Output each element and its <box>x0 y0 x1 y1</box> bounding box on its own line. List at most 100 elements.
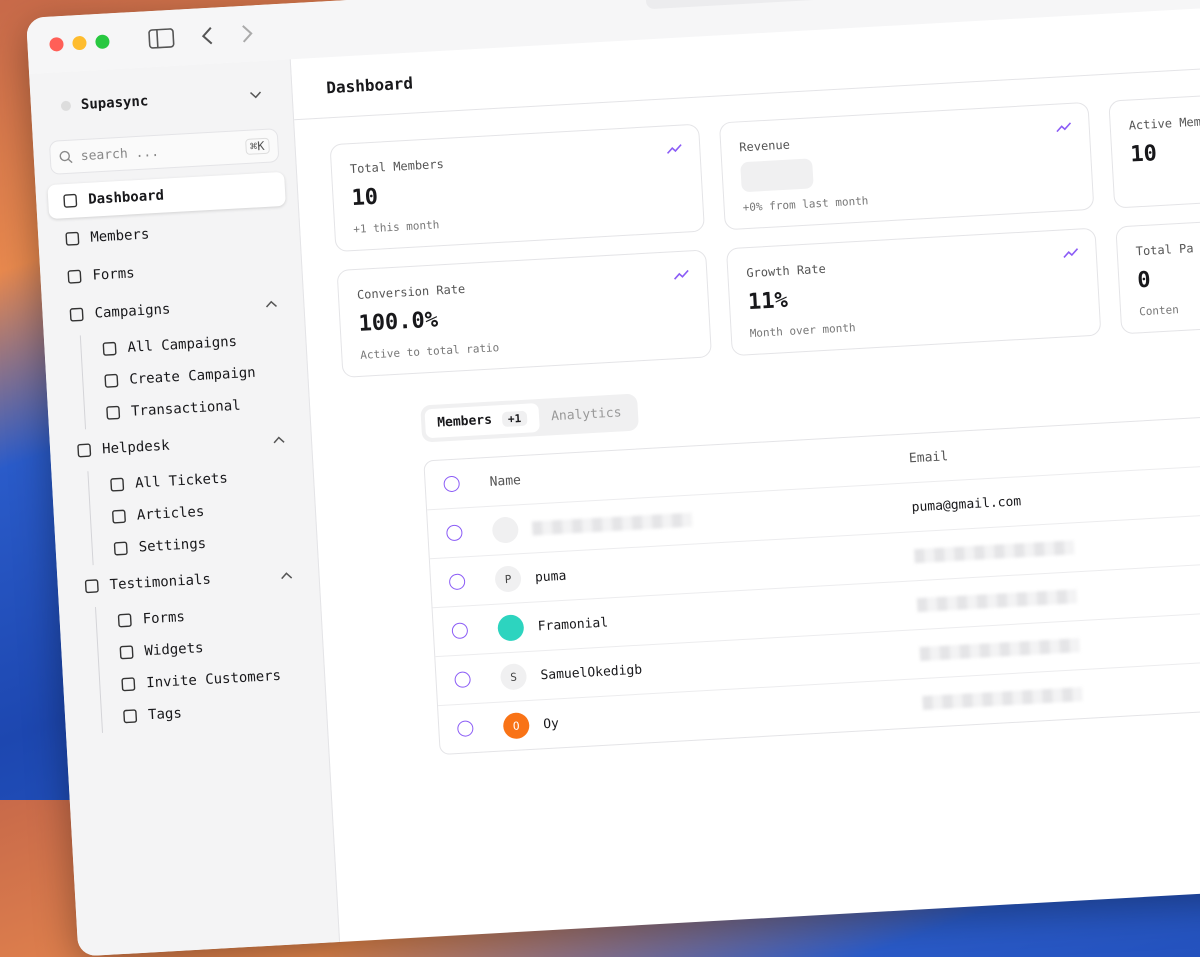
sub-icon <box>123 709 138 724</box>
row-checkbox[interactable] <box>448 573 466 591</box>
logo <box>60 100 72 112</box>
sub-menu: Forms Widgets Invite Customers Tags <box>94 595 315 733</box>
tab-badge: +1 <box>501 410 528 428</box>
nav-group: Helpdesk All Tickets Articles Settings <box>61 421 306 566</box>
main: Dashboard Total Members 10 +1 this month Re… <box>290 0 1200 942</box>
browser-window: Supasync search ... ⌘K Dashboard Members F… <box>26 0 1200 957</box>
redacted <box>922 687 1083 711</box>
sub-label: Transactional <box>130 397 241 420</box>
sub-item[interactable]: All Campaigns <box>91 324 294 365</box>
sub-icon <box>110 477 125 492</box>
sub-icon <box>102 341 117 356</box>
nav-label: Forms <box>92 265 136 284</box>
avatar <box>497 614 525 642</box>
sub-item[interactable]: All Tickets <box>98 459 301 500</box>
chevron <box>281 572 293 580</box>
nav-item[interactable]: Forms <box>52 248 291 295</box>
stat-card: Total Members 10 +1 this month <box>329 123 705 253</box>
minimize-button[interactable] <box>72 35 87 51</box>
tab-label: Members <box>436 412 493 431</box>
sidebar-toggle[interactable] <box>148 28 175 49</box>
sub-label: Tags <box>147 705 183 724</box>
stat-card: Growth Rate 11% Month over month <box>725 227 1102 357</box>
sub-label: Settings <box>138 535 207 556</box>
sub-icon <box>104 373 119 388</box>
nav-item[interactable]: Members <box>49 210 288 257</box>
nav-group: Campaigns All Campaigns Create Campaign Tra… <box>54 286 298 431</box>
avatar <box>491 516 520 544</box>
tab[interactable]: Analytics <box>538 398 634 432</box>
stat-value: 100.0% <box>357 307 439 337</box>
sub-label: Invite Customers <box>145 667 282 692</box>
stat-label: Active Members <box>1128 112 1200 133</box>
sub-label: Widgets <box>144 640 204 660</box>
stat-note: Month over month <box>749 321 856 341</box>
chevron <box>273 436 285 444</box>
avatar: O <box>502 712 530 740</box>
group-header[interactable]: Testimonials <box>69 557 308 604</box>
sub-label: Forms <box>142 609 186 628</box>
sub-item[interactable]: Settings <box>102 523 305 564</box>
member-email: puma@gmail.com <box>911 493 1022 515</box>
group-label: Campaigns <box>94 301 171 322</box>
row-checkbox[interactable] <box>451 622 469 640</box>
url-bar[interactable] <box>645 0 1200 10</box>
chevron <box>250 91 262 99</box>
group-icon <box>84 579 99 594</box>
group-header[interactable]: Campaigns <box>54 286 293 333</box>
row-checkbox[interactable] <box>445 524 463 542</box>
group-label: Testimonials <box>109 571 212 594</box>
sub-label: All Tickets <box>134 470 229 492</box>
value-skeleton <box>740 158 814 193</box>
zoom-button[interactable] <box>95 34 110 50</box>
nav-label: Members <box>89 226 150 246</box>
sub-menu: All Campaigns Create Campaign Transactiona… <box>79 323 298 430</box>
select-all[interactable] <box>443 475 461 493</box>
column-header: Email <box>908 448 949 466</box>
redacted <box>914 540 1075 564</box>
search-box[interactable]: search ... ⌘K <box>48 128 280 175</box>
stat-icon <box>666 144 682 154</box>
group-header[interactable]: Helpdesk <box>61 421 300 468</box>
close-button[interactable] <box>49 36 64 52</box>
name-cell: O Oy <box>502 690 924 740</box>
back-button[interactable] <box>200 26 215 47</box>
stat-note: Active to total ratio <box>359 341 500 362</box>
stat-icon <box>1063 248 1079 258</box>
stat-card: Active Members 10 <box>1108 80 1200 209</box>
sidebar: Supasync search ... ⌘K Dashboard Members F… <box>29 59 341 957</box>
sub-item[interactable]: Tags <box>111 691 314 732</box>
sub-item[interactable]: Invite Customers <box>110 659 313 700</box>
row-checkbox[interactable] <box>456 720 474 738</box>
title-bar <box>26 0 1200 74</box>
tab[interactable]: Members +1 <box>424 403 540 439</box>
sub-label: All Campaigns <box>127 333 238 356</box>
sub-item[interactable]: Widgets <box>108 627 311 668</box>
search-placeholder: search ... <box>80 144 160 164</box>
tab-label: Analytics <box>550 405 622 425</box>
sub-icon <box>113 541 128 556</box>
avatar: S <box>499 663 528 691</box>
row-checkbox[interactable] <box>454 671 472 689</box>
stat-note: +1 this month <box>352 218 440 237</box>
sub-icon <box>117 613 132 628</box>
sub-item[interactable]: Create Campaign <box>93 356 296 397</box>
sub-item[interactable]: Forms <box>106 595 309 636</box>
group-icon <box>77 443 92 458</box>
sub-icon <box>106 405 121 420</box>
workspace-switcher[interactable]: Supasync <box>42 74 281 127</box>
redacted <box>919 638 1081 662</box>
redacted <box>531 512 693 536</box>
nav-item[interactable]: Dashboard <box>47 171 286 220</box>
sub-item[interactable]: Articles <box>100 491 303 532</box>
stats-grid: Total Members 10 +1 this month Revenue +0% f… <box>294 61 1200 380</box>
sub-icon <box>121 677 136 692</box>
nav-group: Testimonials Forms Widgets Invite Customers… <box>69 557 315 734</box>
sub-item[interactable]: Transactional <box>94 388 297 429</box>
sub-label: Create Campaign <box>128 364 257 388</box>
member-name: Framonial <box>537 614 609 634</box>
stat-value: 11% <box>747 287 789 316</box>
forward-button[interactable] <box>240 23 255 44</box>
stat-label: Total Pa <box>1135 241 1194 259</box>
